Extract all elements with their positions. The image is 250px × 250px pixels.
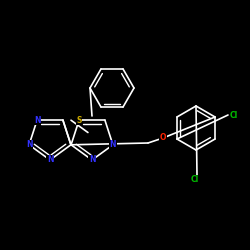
Text: N: N (26, 140, 32, 149)
Text: N: N (47, 156, 53, 164)
Text: S: S (76, 116, 82, 125)
Text: O: O (160, 134, 166, 142)
Text: Cl: Cl (191, 176, 199, 184)
Text: Cl: Cl (230, 110, 238, 120)
Text: N: N (110, 140, 116, 149)
Text: N: N (89, 156, 95, 164)
Text: N: N (34, 116, 40, 125)
